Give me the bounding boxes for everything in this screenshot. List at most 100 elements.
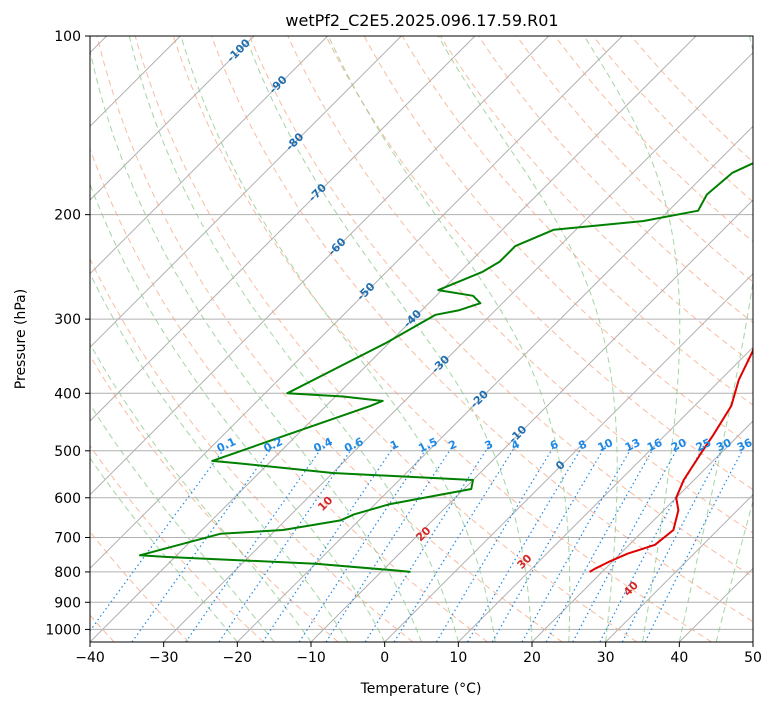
x-tick-label: −20 [223,650,253,666]
mixing-ratio-line [599,445,705,642]
mixing-ratio-line [131,445,274,642]
mixing-ratio-label: 16 [645,436,665,454]
mixing-ratio-line [644,445,746,642]
x-tick-label: 20 [523,650,541,666]
temperature-line [589,346,753,573]
dry-adiabat-line [211,36,753,623]
dry-adiabat-label: 20 [413,524,433,544]
isotherm-line [310,199,753,642]
mixing-ratio-label: 0.2 [262,435,285,455]
mixing-ratio-line [572,445,680,642]
moist-adiabat-line [715,499,753,642]
mixing-ratio-line [545,445,656,642]
isotherm-line [90,36,550,496]
mixing-ratio-line [298,445,429,642]
isotherm-line [752,641,753,642]
isotherm-line [457,346,753,642]
dry-adiabat-line [592,36,753,203]
dry-adiabat-line [363,36,753,448]
mixing-ratio-label: 0.4 [311,435,334,455]
mixing-ratio-line [466,445,584,642]
x-tick-label: 30 [597,650,615,666]
dewpoint-line [138,162,753,573]
isotherm-line [90,36,402,349]
moist-adiabat-line [90,272,349,642]
x-axis: −40 −30 −20 −10 0 10 20 30 40 50 [75,642,762,666]
data-series [138,162,753,573]
x-tick-label: 50 [744,650,762,666]
y-axis: 100 200 300 400 500 600 700 800 900 1000 [45,29,90,638]
x-tick-label: −10 [296,650,326,666]
y-tick-label: 100 [54,29,81,45]
mixing-ratio-line [621,445,725,642]
moist-adiabat-line [90,48,422,642]
background-lines [90,36,753,642]
moist-adiabat-line [128,36,459,642]
dry-adiabat-line [90,147,488,642]
isotherm-line [605,493,753,642]
dry-adiabat-line [96,36,563,642]
y-tick-label: 400 [54,386,81,402]
dry-adiabat-line [401,36,753,406]
plot-frame [89,35,754,643]
x-tick-label: −30 [149,650,179,666]
dry-adiabat-line [439,36,753,365]
isotherm-line [236,125,753,642]
moist-adiabat-line [678,36,753,642]
x-tick-label: 40 [670,650,688,666]
isotherm-line [384,272,753,642]
moist-adiabat-line [90,403,275,642]
mixing-ratio-line [262,445,396,642]
mixing-ratio-label: 25 [694,436,713,454]
mixing-ratio-line [521,445,634,642]
y-tick-label: 200 [54,208,81,224]
y-tick-label: 800 [54,565,81,581]
moist-adiabat-line [90,457,238,642]
isotherm-label: -60 [325,235,348,258]
dry-adiabat-line [630,36,753,163]
mixing-ratio-line [491,445,607,642]
isotherm-line [678,567,753,642]
isotherm-label: -90 [267,73,290,96]
dry-adiabat-line [516,36,753,283]
dry-adiabat-line [172,36,712,642]
moist-adiabat-line [245,36,533,642]
mixing-ratio-line [90,445,228,632]
dry-adiabat-line [554,36,753,243]
dry-adiabat-line [478,36,753,324]
isotherm-line [163,51,753,642]
mixing-ratio-line [185,445,324,642]
x-tick-label: −40 [75,650,105,666]
mixing-ratio-label: 10 [596,436,616,454]
mixing-ratio-label: 1.5 [416,435,439,455]
dry-adiabat-line [90,354,339,642]
y-axis-label: Pressure (hPa) [13,289,29,389]
y-tick-label: 300 [54,312,81,328]
dry-adiabat-line [134,36,638,642]
moist-adiabat-line [583,36,681,642]
dry-adiabat-line [325,36,753,491]
chart-title: wetPf2_C2E5.2025.096.17.59.R01 [285,11,558,31]
dry-adiabat-label: 40 [621,578,641,598]
isotherm-label: -80 [283,130,306,153]
line-labels: -100-90-80-70-60-50-40-30-20-1000.1 0.2 0.… [215,36,755,599]
moist-adiabat-line [180,36,496,642]
x-tick-label: 10 [449,650,467,666]
mixing-ratio-line [218,445,355,642]
x-axis-label: Temperature (°C) [360,681,482,697]
mixing-ratio-label: 20 [669,436,689,454]
isotherm-line [90,36,623,570]
mixing-ratio-label: 13 [623,436,642,454]
y-tick-label: 600 [54,491,81,507]
mixing-ratio-label: 30 [714,436,734,454]
isotherm-line [90,36,329,275]
y-tick-label: 900 [54,595,81,611]
moist-adiabat-line [437,36,618,642]
dry-adiabat-line [249,36,753,578]
dry-adiabat-line [90,257,414,642]
moist-adiabat-line [90,182,386,642]
y-tick-label: 500 [54,444,81,460]
y-tick-label: 1000 [45,622,81,638]
mixing-ratio-line [435,445,555,642]
